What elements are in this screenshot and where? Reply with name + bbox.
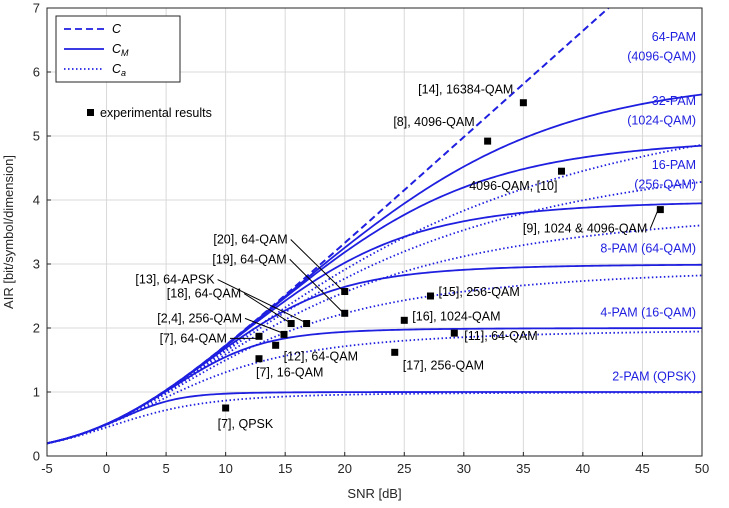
experimental-point (287, 320, 295, 328)
ca-curve-8pam (47, 274, 702, 445)
point-label: [7], 16-QAM (256, 366, 323, 380)
legend-label-exp: experimental results (100, 106, 212, 120)
point-label: [14], 16384-QAM (418, 83, 513, 97)
ca-curve-16pam (47, 224, 702, 445)
point-label: [11], 64-QAM (464, 329, 537, 343)
experimental-point (222, 404, 230, 412)
cm-curve-4pam (47, 327, 702, 445)
point-label: [18], 64-QAM (167, 287, 241, 301)
legend-label-C: C (112, 22, 122, 36)
experimental-point (656, 206, 664, 214)
curves-layer: 2-PAM (QPSK) 4-PAM (16-QAM) 8-PAM (64-QAM)… (47, 8, 702, 445)
annotation-leader (217, 279, 304, 322)
x-tick-label: 45 (635, 461, 649, 476)
point-label: [17], 256-QAM (403, 358, 484, 372)
y-tick-label: 0 (33, 449, 40, 464)
ca-curve-4pam (47, 330, 702, 445)
experimental-point (341, 309, 349, 317)
curve-label: 2-PAM (QPSK) (612, 369, 696, 383)
annotation-leader (289, 258, 343, 312)
cm-curve-32pam (47, 144, 702, 445)
x-tick-label: 30 (457, 461, 471, 476)
point-label: [13], 64-APSK (135, 273, 215, 287)
annotations-layer: [7], QPSK [7], 16-QAM [7], 64-QAM [12], 64-… (135, 83, 658, 431)
capacity-curve (47, 8, 610, 445)
y-tick-label: 5 (33, 129, 40, 144)
curve-label: (4096-QAM) (627, 49, 696, 63)
cm-curve-8pam (47, 263, 702, 445)
annotation-leader (290, 239, 343, 290)
point-label: [12], 64-QAM (284, 349, 358, 363)
y-tick-label: 2 (33, 321, 40, 336)
point-label: [7], QPSK (218, 417, 274, 431)
point-label: [8], 4096-QAM (393, 115, 474, 129)
annotation-leader (243, 293, 289, 322)
x-tick-label: 25 (397, 461, 411, 476)
x-tick-label: -5 (41, 461, 53, 476)
y-tick-label: 3 (33, 257, 40, 272)
experimental-point (557, 167, 565, 175)
curve-label: 4-PAM (16-QAM) (600, 305, 696, 319)
x-axis-label: SNR [dB] (347, 486, 401, 501)
point-label: [7], 64-QAM (160, 331, 227, 345)
curve-label: 32-PAM (652, 94, 696, 108)
legend-subscript: a (121, 68, 126, 78)
legend-marker-exp (87, 109, 94, 116)
experimental-point (519, 99, 527, 107)
annotation-leader (649, 211, 658, 229)
ca-curve-64pam (47, 143, 702, 445)
experimental-point (391, 348, 399, 356)
point-label: 4096-QAM, [10] (469, 179, 557, 193)
point-label: [20], 64-QAM (213, 233, 287, 247)
x-tick-label: 5 (162, 461, 169, 476)
annotation-leader (244, 317, 282, 333)
experimental-point (272, 341, 280, 349)
y-tick-label: 7 (33, 1, 40, 16)
experimental-point (255, 332, 263, 340)
point-label: [19], 64-QAM (212, 252, 286, 266)
experimental-point (426, 292, 434, 300)
y-tick-label: 6 (33, 65, 40, 80)
point-label: [15], 256-QAM (438, 285, 519, 299)
x-tick-label: 10 (218, 461, 232, 476)
x-tick-label: 20 (337, 461, 351, 476)
curve-label: (256-QAM) (634, 177, 696, 191)
experimental-point (484, 137, 492, 145)
y-tick-label: 4 (33, 193, 40, 208)
x-tick-label: 50 (695, 461, 709, 476)
x-tick-label: 0 (103, 461, 110, 476)
y-axis-label: AIR [bit/symbol/dimension] (1, 155, 16, 309)
experimental-point (400, 316, 408, 324)
cm-curve-2pam (47, 391, 702, 445)
y-tick-label: 1 (33, 385, 40, 400)
plot-frame (46, 7, 703, 457)
legend-subscript: M (121, 48, 129, 58)
x-tick-label: 40 (576, 461, 590, 476)
curve-label: 16-PAM (652, 158, 696, 172)
curve-label: 64-PAM (652, 30, 696, 44)
experimental-point (280, 330, 288, 338)
point-label: [16], 1024-QAM (412, 309, 500, 323)
cm-curve-64pam (47, 93, 702, 445)
curve-label: 8-PAM (64-QAM) (600, 241, 696, 255)
x-tick-label: 15 (278, 461, 292, 476)
experimental-point (450, 329, 458, 337)
experimental-point (341, 288, 349, 296)
ca-curve-2pam (47, 391, 702, 445)
curve-label: (1024-QAM) (627, 113, 696, 127)
x-tick-label: 35 (516, 461, 530, 476)
experimental-points-layer (222, 99, 664, 412)
experimental-point (303, 320, 311, 328)
point-label: [9], 1024 & 4096-QAM (523, 222, 647, 236)
experimental-point (255, 355, 263, 363)
point-label: [2,4], 256-QAM (157, 311, 242, 325)
